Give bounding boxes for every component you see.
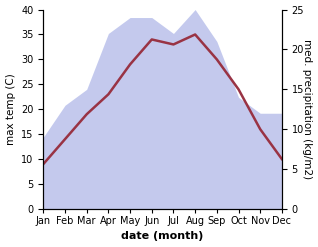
Y-axis label: max temp (C): max temp (C): [5, 73, 16, 145]
X-axis label: date (month): date (month): [121, 231, 204, 242]
Y-axis label: med. precipitation (kg/m2): med. precipitation (kg/m2): [302, 39, 313, 179]
